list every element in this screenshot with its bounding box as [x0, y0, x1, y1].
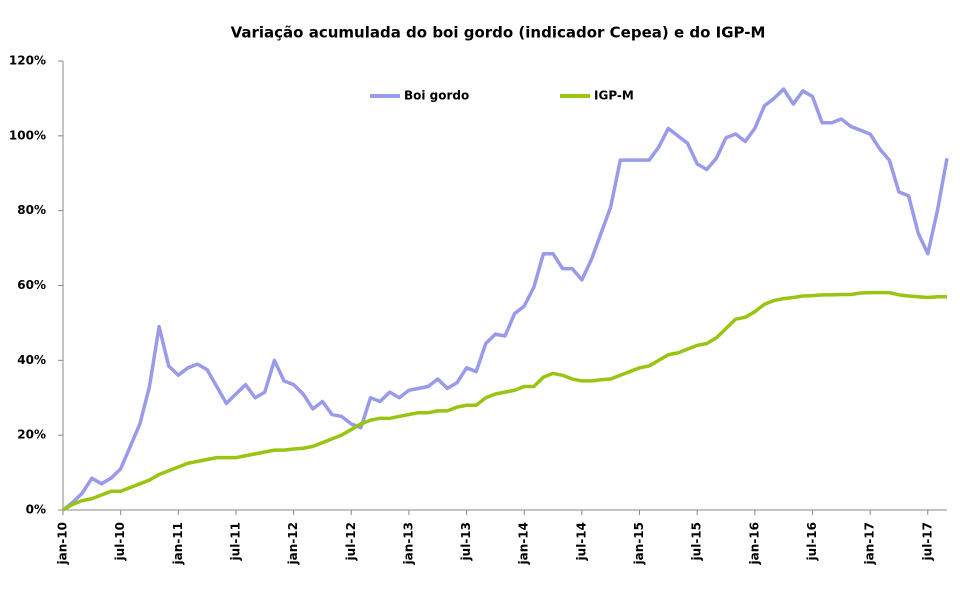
series-line [61, 87, 949, 512]
chart-title: Variação acumulada do boi gordo (indicad… [231, 24, 766, 42]
series-line [62, 290, 947, 512]
y-tick-label: 120% [9, 54, 46, 68]
x-tick-label: jul-17 [920, 522, 934, 561]
legend-label: IGP-M [594, 89, 634, 103]
y-tick-label: 80% [17, 203, 46, 217]
y-tick-label: 60% [17, 278, 46, 292]
x-tick-label: jan-17 [863, 522, 877, 565]
y-tick-label: 100% [9, 128, 46, 142]
x-tick-label: jul-11 [228, 522, 242, 561]
x-tick-label: jan-12 [286, 522, 300, 565]
x-tick-label: jul-14 [574, 522, 588, 561]
x-tick-label: jan-14 [517, 522, 531, 565]
x-tick-label: jan-10 [56, 522, 70, 565]
x-tick-label: jul-13 [459, 522, 473, 561]
x-tick-label: jan-16 [747, 522, 761, 565]
legend-label: Boi gordo [404, 89, 469, 103]
x-tick-label: jul-10 [113, 522, 127, 561]
x-tick-label: jul-15 [690, 522, 704, 561]
x-tick-label: jan-13 [401, 522, 415, 565]
y-tick-label: 40% [17, 353, 46, 367]
x-tick-label: jan-15 [632, 522, 646, 565]
x-tick-label: jul-16 [805, 522, 819, 561]
y-tick-label: 20% [17, 428, 46, 442]
y-tick-label: 0% [26, 503, 46, 517]
x-tick-label: jan-11 [171, 522, 185, 565]
x-tick-label: jul-12 [344, 522, 358, 561]
